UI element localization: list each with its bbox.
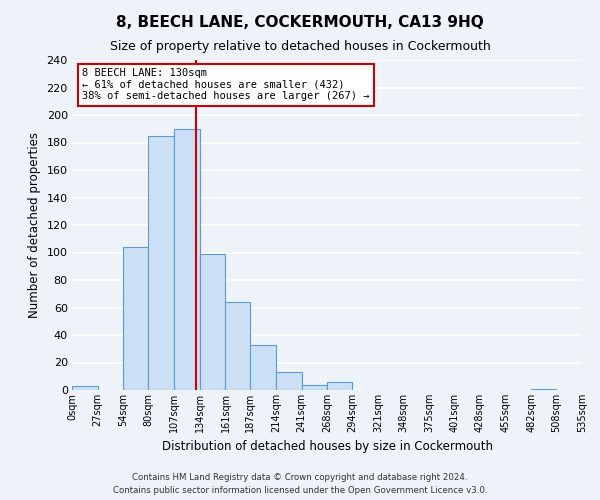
Bar (250, 344, 276, 390)
Bar (226, 302, 250, 390)
Bar (124, 247, 148, 390)
Text: Contains HM Land Registry data © Crown copyright and database right 2024.: Contains HM Land Registry data © Crown c… (132, 474, 468, 482)
Text: 8, BEECH LANE, COCKERMOUTH, CA13 9HQ: 8, BEECH LANE, COCKERMOUTH, CA13 9HQ (116, 15, 484, 30)
Bar (72, 386, 98, 390)
Bar (200, 254, 226, 390)
Y-axis label: Number of detached properties: Number of detached properties (28, 132, 41, 318)
Bar (148, 136, 174, 390)
Text: Size of property relative to detached houses in Cockermouth: Size of property relative to detached ho… (110, 40, 490, 53)
Text: 8 BEECH LANE: 130sqm
← 61% of detached houses are smaller (432)
38% of semi-deta: 8 BEECH LANE: 130sqm ← 61% of detached h… (82, 68, 370, 102)
Bar (328, 382, 352, 390)
Bar (174, 128, 200, 390)
Text: Contains public sector information licensed under the Open Government Licence v3: Contains public sector information licen… (113, 486, 487, 495)
Bar (532, 388, 556, 390)
Bar (302, 384, 328, 390)
X-axis label: Distribution of detached houses by size in Cockermouth: Distribution of detached houses by size … (161, 440, 493, 454)
Bar (276, 372, 302, 390)
